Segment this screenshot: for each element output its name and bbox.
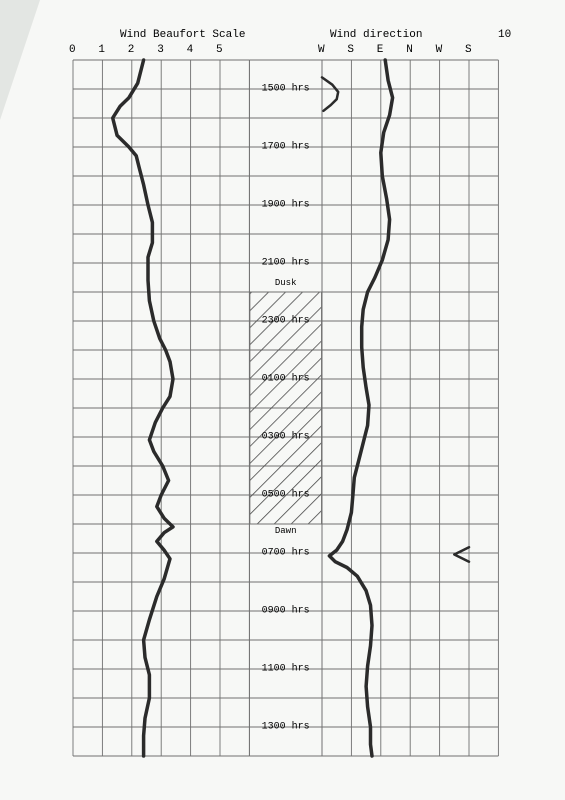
right-axis-tick: S [465, 44, 472, 56]
time-label: 0500 hrs [262, 490, 310, 501]
time-label: 0300 hrs [262, 432, 310, 443]
time-label: 2300 hrs [262, 316, 310, 327]
time-label: 1100 hrs [262, 664, 310, 675]
time-label: 2100 hrs [262, 258, 310, 269]
chart-svg [0, 0, 565, 800]
left-axis-tick: 4 [187, 44, 194, 56]
time-label: 0100 hrs [262, 374, 310, 385]
right-axis-tick: W [436, 44, 443, 56]
dawn-label: Dawn [275, 526, 297, 536]
left-title: Wind Beaufort Scale [120, 29, 245, 41]
time-label: 0900 hrs [262, 606, 310, 617]
time-label: 1900 hrs [262, 200, 310, 211]
dusk-label: Dusk [275, 278, 297, 288]
time-label: 1500 hrs [262, 84, 310, 95]
right-axis-tick: E [377, 44, 384, 56]
left-axis-tick: 5 [216, 44, 223, 56]
time-label: 0700 hrs [262, 548, 310, 559]
right-axis-tick: W [318, 44, 325, 56]
right-axis-tick: S [347, 44, 354, 56]
left-axis-tick: 2 [128, 44, 135, 56]
right-axis-tick: N [406, 44, 413, 56]
right-title: Wind direction [330, 29, 422, 41]
left-axis-tick: 0 [69, 44, 76, 56]
time-label: 1700 hrs [262, 142, 310, 153]
left-axis-tick: 3 [157, 44, 164, 56]
page-number: 10 [498, 29, 511, 41]
left-axis-tick: 1 [98, 44, 105, 56]
time-label: 1300 hrs [262, 722, 310, 733]
